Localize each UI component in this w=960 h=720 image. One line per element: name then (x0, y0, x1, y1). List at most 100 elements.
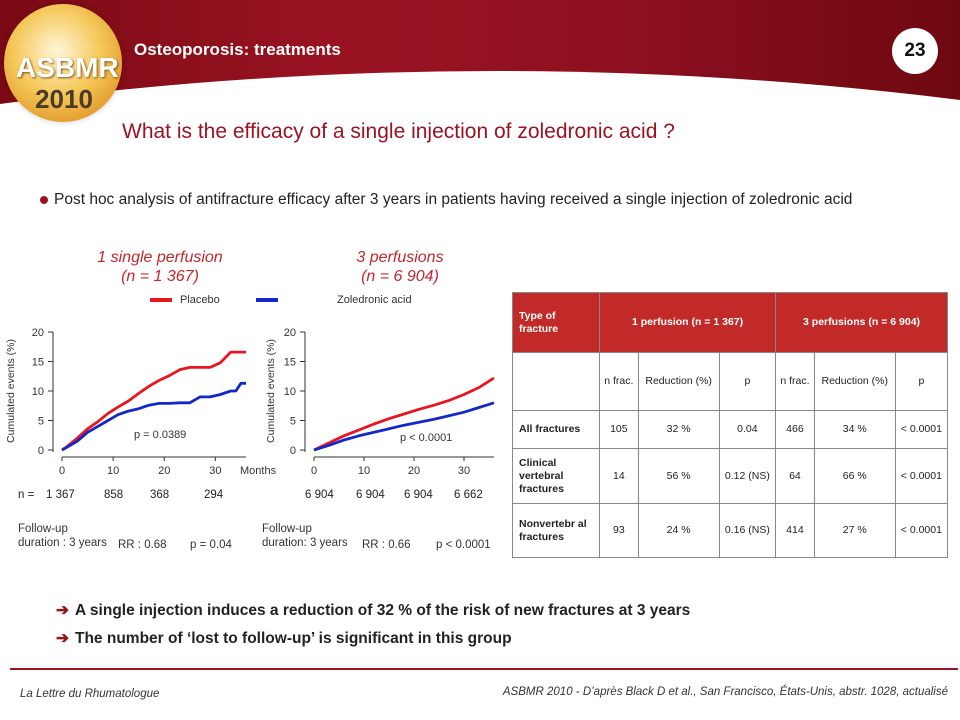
p-value-annotation: p < 0.0001 (400, 432, 452, 444)
table-cell: 64 (775, 448, 815, 504)
table-cell: 0.12 (NS) (718, 448, 777, 504)
p-value-annotation: p = 0.0389 (134, 429, 186, 441)
n-at-risk-label: n = (18, 489, 35, 501)
y-tick-label: 0 (38, 445, 44, 457)
table-cell: 0.04 (718, 410, 777, 449)
right-panel-title-line1: 3 perfusions (356, 249, 444, 266)
x-tick-label: 30 (209, 465, 221, 477)
page-number: 23 (892, 28, 938, 74)
x-tick-label: 30 (458, 465, 470, 477)
table-subheader-cell: p (718, 352, 777, 411)
table-cell: 27 % (813, 503, 896, 558)
bullet-text: Post hoc analysis of antifracture effica… (40, 190, 914, 209)
left-chart: 0 5 10 15 20 0 10 20 30 Cumulated events (%) Month… (5, 327, 277, 477)
n-at-risk-value: 6 904 (305, 489, 334, 501)
placebo-line (313, 376, 495, 452)
right-chart: 0 5 10 15 20 0 10 20 30 Cumulated events (%) p < 0… (265, 327, 495, 477)
n-at-risk-value: 6 904 (404, 489, 433, 501)
x-tick-label: 20 (158, 465, 170, 477)
bullet-dot-icon (40, 196, 48, 204)
table-subheader-cell: p (894, 352, 949, 411)
table-row: All fractures 105 32 % 0.04 466 34 % < 0… (512, 410, 949, 449)
table-header-row: Type of fracture 1 perfusion (n = 1 367)… (512, 292, 948, 353)
left-panel-title-line1: 1 single perfusion (97, 249, 223, 266)
table-cell: 34 % (813, 410, 896, 449)
y-tick-label: 10 (284, 386, 296, 398)
placebo-line (61, 350, 246, 452)
x-axis-label: Months (240, 465, 277, 477)
table-cell: < 0.0001 (894, 503, 949, 558)
zoledronic-line (61, 381, 246, 452)
asbmr-logo: ASBMR 2010 (4, 4, 122, 122)
footer-source-journal: La Lettre du Rhumatologue (20, 688, 160, 700)
y-axis-label: Cumulated events (%) (265, 339, 277, 443)
n-at-risk-value: 6 662 (454, 489, 483, 501)
x-tick-label: 20 (408, 465, 420, 477)
y-tick-label: 10 (32, 386, 44, 398)
y-tick-label: 5 (290, 416, 296, 428)
table-cell: < 0.0001 (894, 448, 949, 504)
right-rr: RR : 0.66 (362, 539, 411, 551)
x-tick-label: 0 (311, 465, 317, 477)
x-tick-label: 10 (107, 465, 119, 477)
table-cell: 24 % (637, 503, 720, 558)
left-panel-title: 1 single perfusion (n = 1 367) (60, 248, 260, 286)
logo-text: ASBMR (16, 52, 119, 83)
x-tick-label: 10 (358, 465, 370, 477)
header-curve (0, 70, 960, 130)
n-at-risk-value: 294 (204, 489, 224, 501)
table-cell: 466 (775, 410, 815, 449)
y-axis-label: Cumulated events (%) (5, 339, 17, 443)
table-subheader-cell: Reduction (%) (813, 352, 896, 411)
header-title: Osteoporosis: treatments (134, 40, 341, 59)
right-panel-title-line2: (n = 6 904) (361, 268, 439, 285)
arrow-right-icon: ➔ (56, 630, 69, 647)
zoledronic-line (313, 401, 495, 452)
table-cell: 32 % (637, 410, 720, 449)
fracture-table: Type of fracture 1 perfusion (n = 1 367)… (512, 292, 949, 558)
y-tick-label: 0 (290, 445, 296, 457)
table-cell: 56 % (637, 448, 720, 504)
table-row: Clinical vertebral fractures 14 56 % 0.1… (512, 448, 949, 504)
table-row-label: All fractures (512, 410, 600, 449)
table-subheader-row: n frac. Reduction (%) p n frac. Reductio… (512, 352, 949, 411)
left-followup-label: Follow-up duration : 3 years (18, 523, 107, 549)
table-subheader-cell: Reduction (%) (637, 352, 720, 411)
table-subheader-cell: n frac. (599, 352, 639, 411)
table-header-group2: 3 perfusions (n = 6 904) (775, 292, 948, 353)
table-cell: < 0.0001 (894, 410, 949, 449)
table-row-label: Nonvertebr al fractures (512, 503, 600, 558)
table-subheader-cell: n frac. (775, 352, 815, 411)
bullet-label: Post hoc analysis of antifracture effica… (54, 191, 853, 208)
table-cell: 14 (599, 448, 639, 504)
legend-zoledronic-swatch (256, 298, 278, 302)
n-at-risk-value: 858 (104, 489, 124, 501)
arrow-right-icon: ➔ (56, 602, 69, 619)
right-panel-title: 3 perfusions (n = 6 904) (300, 248, 500, 286)
footer-citation: ASBMR 2010 - D’après Black D et al., San… (502, 686, 948, 698)
table-row: Nonvertebr al fractures 93 24 % 0.16 (NS… (512, 503, 949, 558)
n-at-risk-value: 368 (150, 489, 170, 501)
table-cell: 414 (775, 503, 815, 558)
footer-divider (10, 668, 958, 670)
table-header-group1: 1 perfusion (n = 1 367) (598, 292, 777, 353)
table-row-label: Clinical vertebral fractures (512, 448, 600, 504)
left-panel-title-line2: (n = 1 367) (121, 268, 199, 285)
conclusion-1: ➔ A single injection induces a reduction … (56, 601, 690, 620)
left-p-value: p = 0.04 (190, 539, 232, 551)
table-cell: 66 % (813, 448, 896, 504)
n-at-risk-value: 1 367 (46, 489, 75, 501)
left-rr: RR : 0.68 (118, 539, 167, 551)
y-tick-label: 15 (284, 357, 296, 369)
x-tick-label: 0 (59, 465, 65, 477)
table-cell: 105 (599, 410, 639, 449)
y-tick-label: 15 (32, 357, 44, 369)
legend-placebo-swatch (150, 298, 172, 302)
legend-placebo-label: Placebo (180, 294, 220, 306)
legend-zoledronic-label: Zoledronic acid (337, 294, 412, 306)
y-tick-label: 20 (32, 327, 44, 339)
page-title: What is the efficacy of a single injecti… (122, 120, 675, 143)
table-subheader-empty (512, 352, 600, 411)
conclusion-1-text: A single injection induces a reduction o… (75, 602, 691, 619)
conclusion-2: ➔ The number of ‘lost to follow-up’ is si… (56, 629, 512, 648)
